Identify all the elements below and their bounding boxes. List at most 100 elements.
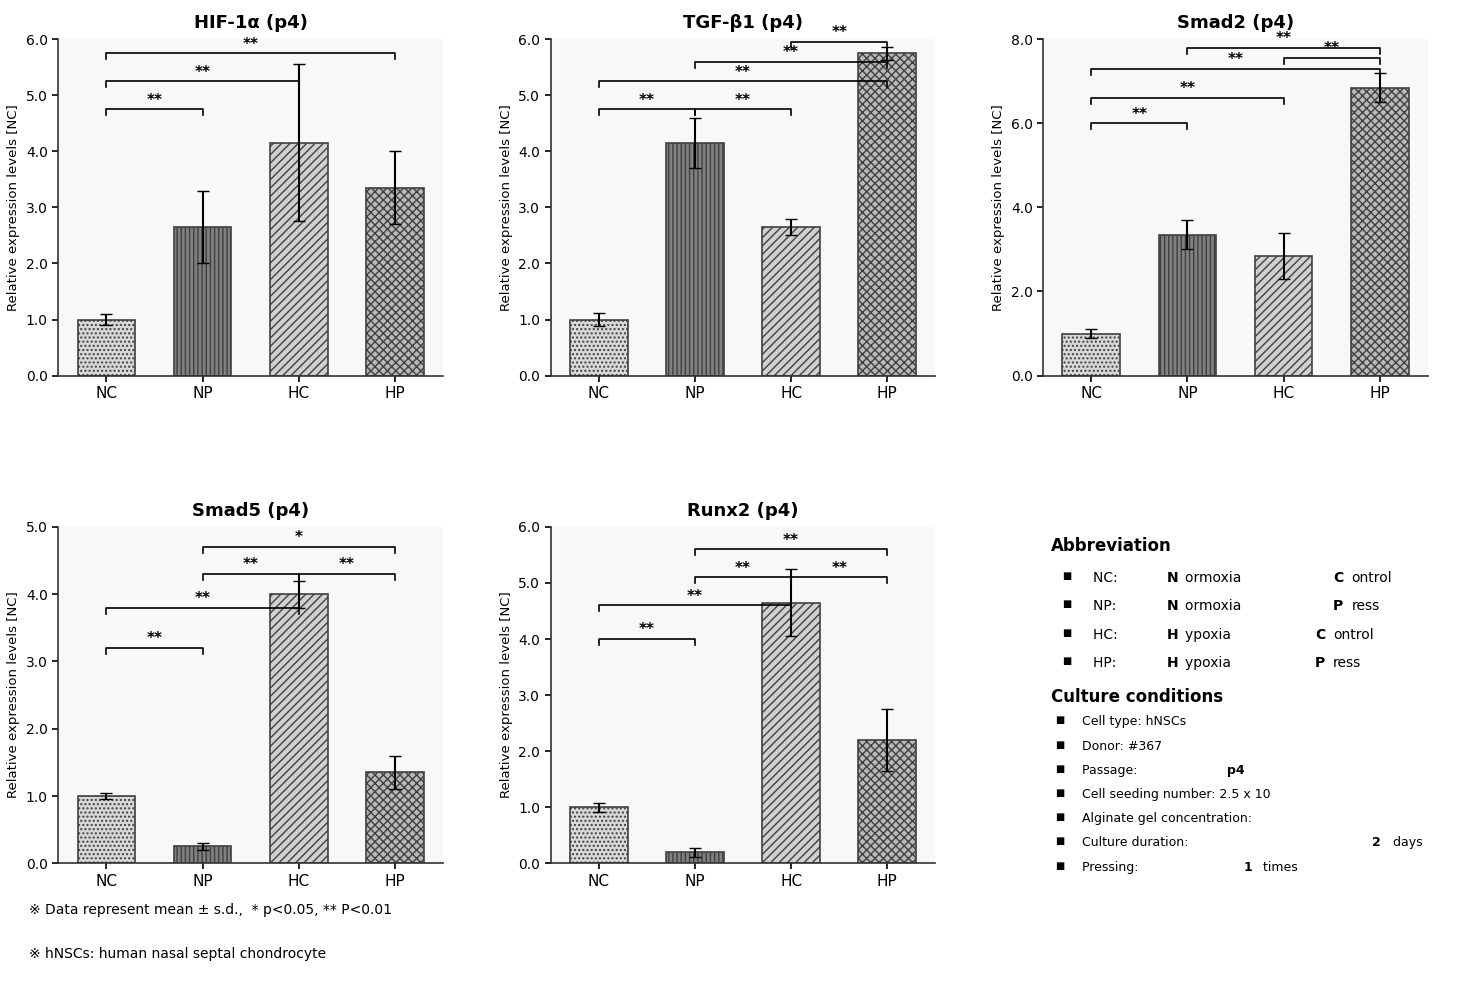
Bar [77, 796, 136, 863]
Y-axis label: Relative expression levels [NC]: Relative expression levels [NC] [7, 592, 20, 799]
Text: ypoxia: ypoxia [1186, 656, 1236, 670]
Bar [173, 227, 232, 376]
Title: Smad2 (p4): Smad2 (p4) [1177, 14, 1294, 32]
Y-axis label: Relative expression levels [NC]: Relative expression levels [NC] [500, 104, 513, 311]
Bar [1158, 234, 1217, 376]
Bar [77, 320, 136, 376]
Bar [858, 740, 916, 863]
Title: Smad5 (p4): Smad5 (p4) [192, 502, 309, 520]
Text: **: ** [688, 589, 702, 603]
Text: **: ** [1275, 31, 1291, 46]
Bar [1351, 87, 1409, 376]
Bar [570, 807, 628, 863]
Text: **: ** [736, 65, 750, 79]
Text: Alginate gel concentration:: Alginate gel concentration: [1081, 812, 1256, 825]
Text: ■: ■ [1062, 628, 1072, 638]
Text: ■: ■ [1055, 788, 1064, 798]
Bar [173, 847, 232, 863]
Text: **: ** [736, 92, 750, 108]
Text: Pressing:: Pressing: [1081, 860, 1142, 874]
Text: **: ** [832, 561, 848, 576]
Bar [858, 53, 916, 376]
Text: Abbreviation: Abbreviation [1050, 537, 1171, 555]
Text: C: C [1314, 628, 1324, 642]
Bar [1062, 334, 1120, 376]
Text: ※ hNSCs: human nasal septal chondrocyte: ※ hNSCs: human nasal septal chondrocyte [29, 947, 326, 960]
Text: ontrol: ontrol [1352, 571, 1393, 585]
Bar [270, 143, 328, 376]
Bar [1254, 256, 1313, 376]
Y-axis label: Relative expression levels [NC]: Relative expression levels [NC] [500, 592, 513, 799]
Text: *: * [294, 531, 303, 545]
Text: **: ** [195, 591, 211, 606]
Text: **: ** [784, 533, 798, 547]
Text: ■: ■ [1055, 837, 1064, 847]
Text: **: ** [339, 557, 356, 572]
Text: **: ** [1323, 41, 1339, 57]
Text: P: P [1333, 599, 1343, 613]
Bar [666, 852, 724, 863]
Text: ypoxia: ypoxia [1186, 628, 1236, 642]
Text: P: P [1314, 656, 1324, 670]
Text: 1: 1 [1243, 860, 1252, 874]
Text: ■: ■ [1055, 860, 1064, 870]
Y-axis label: Relative expression levels [NC]: Relative expression levels [NC] [7, 104, 20, 311]
Text: ■: ■ [1055, 812, 1064, 822]
Text: ress: ress [1333, 656, 1361, 670]
Bar [762, 602, 820, 863]
Text: **: ** [1131, 107, 1147, 122]
Text: **: ** [147, 632, 163, 646]
Text: C: C [1333, 571, 1343, 585]
Text: **: ** [147, 92, 163, 108]
Text: ontrol: ontrol [1333, 628, 1374, 642]
Text: Passage:: Passage: [1081, 764, 1141, 777]
Title: HIF-1α (p4): HIF-1α (p4) [194, 14, 307, 32]
Text: N: N [1167, 571, 1179, 585]
Text: Culture duration:: Culture duration: [1081, 837, 1192, 850]
Text: ■: ■ [1055, 764, 1064, 774]
Text: p4: p4 [1227, 764, 1244, 777]
Bar [666, 143, 724, 376]
Bar [570, 320, 628, 376]
Text: NC:: NC: [1093, 571, 1122, 585]
Text: ■: ■ [1062, 571, 1072, 581]
Text: H: H [1167, 628, 1179, 642]
Text: NP:: NP: [1093, 599, 1120, 613]
Text: days: days [1389, 837, 1422, 850]
Text: **: ** [1179, 81, 1195, 96]
Text: **: ** [736, 561, 750, 576]
Bar [366, 187, 424, 376]
Text: **: ** [638, 92, 654, 108]
Text: ■: ■ [1062, 656, 1072, 666]
Text: **: ** [195, 65, 211, 79]
Text: 2: 2 [1372, 837, 1381, 850]
Text: Culture conditions: Culture conditions [1050, 689, 1222, 706]
Text: ormoxia: ormoxia [1186, 571, 1246, 585]
Text: ormoxia: ormoxia [1186, 599, 1246, 613]
Text: **: ** [1227, 52, 1243, 67]
Y-axis label: Relative expression levels [NC]: Relative expression levels [NC] [992, 104, 1005, 311]
Text: **: ** [784, 45, 798, 60]
Text: ※ Data represent mean ± s.d.,  * p<0.05, ** P<0.01: ※ Data represent mean ± s.d., * p<0.05, … [29, 903, 392, 916]
Bar [366, 772, 424, 863]
Text: **: ** [832, 26, 848, 40]
Text: **: ** [243, 36, 259, 52]
Text: HC:: HC: [1093, 628, 1122, 642]
Text: times: times [1259, 860, 1298, 874]
Text: **: ** [638, 622, 654, 638]
Text: ress: ress [1352, 599, 1380, 613]
Title: Runx2 (p4): Runx2 (p4) [688, 502, 798, 520]
Bar [762, 227, 820, 376]
Text: Cell seeding number: 2.5 x 10: Cell seeding number: 2.5 x 10 [1081, 788, 1271, 800]
Bar [270, 594, 328, 863]
Text: ■: ■ [1055, 715, 1064, 725]
Text: ■: ■ [1062, 599, 1072, 609]
Text: N: N [1167, 599, 1179, 613]
Text: H: H [1167, 656, 1179, 670]
Title: TGF-β1 (p4): TGF-β1 (p4) [683, 14, 803, 32]
Text: HP:: HP: [1093, 656, 1120, 670]
Text: **: ** [243, 557, 259, 572]
Text: Cell type: hNSCs: Cell type: hNSCs [1081, 715, 1186, 728]
Text: Donor: #367: Donor: #367 [1081, 740, 1161, 752]
Text: ■: ■ [1055, 740, 1064, 749]
